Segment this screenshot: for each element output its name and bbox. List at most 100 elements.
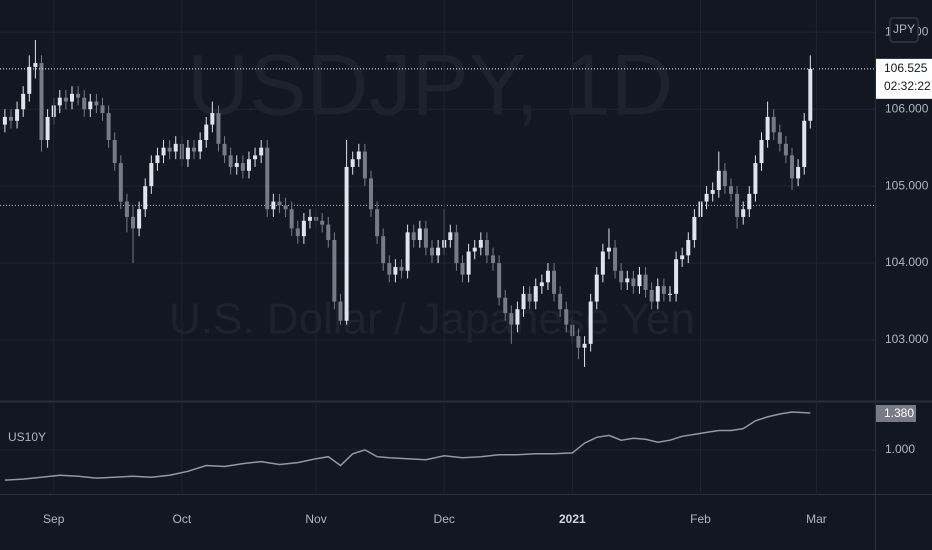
- candle-body: [57, 97, 62, 106]
- x-tick-label: 2021: [559, 512, 586, 526]
- candle-body: [588, 301, 593, 344]
- candle-body: [722, 170, 727, 187]
- candle-body: [283, 205, 288, 210]
- candle-body: [149, 163, 154, 187]
- candle-body: [301, 220, 306, 237]
- candle-body: [692, 216, 697, 240]
- candle-body: [661, 286, 666, 294]
- y-tick-label: 104.000: [885, 255, 929, 269]
- candle-body: [484, 240, 489, 256]
- candle-body: [161, 147, 166, 156]
- candle-body: [533, 286, 538, 302]
- candle-body: [545, 270, 550, 283]
- candle-body: [33, 63, 38, 67]
- candle-body: [100, 105, 105, 114]
- plot-layer: 103.000104.000105.000106.000107.0001.000…: [0, 0, 929, 526]
- candle-body: [143, 186, 148, 210]
- candle-body: [253, 155, 258, 160]
- candle-body: [783, 143, 788, 156]
- candle-body: [454, 232, 459, 264]
- candle-body: [552, 270, 557, 294]
- description-watermark: U.S. Dollar / Japanese Yen: [169, 295, 695, 344]
- last-value-tag: [876, 405, 916, 423]
- candle-body: [521, 293, 526, 310]
- last-value-label: 1.380: [884, 406, 914, 420]
- y-tick-label: 1.000: [885, 442, 915, 456]
- candle-body: [320, 220, 325, 225]
- candle-body: [45, 116, 50, 140]
- currency-button[interactable]: [889, 17, 919, 43]
- candle-body: [539, 282, 544, 287]
- us10y-line: [4, 411, 811, 481]
- candle-body: [2, 116, 7, 125]
- candle-body: [680, 255, 685, 260]
- candle-body: [21, 93, 26, 110]
- candle-body: [15, 109, 20, 121]
- candle-body: [295, 228, 300, 237]
- candle-body: [710, 190, 715, 194]
- x-tick-label: Nov: [305, 512, 326, 526]
- candle-body: [478, 240, 483, 248]
- candle-body: [667, 293, 672, 295]
- y-tick-label: 106.000: [885, 101, 929, 115]
- candle-body: [246, 159, 251, 171]
- candle-body: [765, 116, 770, 140]
- candle-body: [39, 63, 44, 141]
- candle-body: [417, 228, 422, 240]
- candle-body: [307, 216, 312, 221]
- candle-body: [606, 247, 611, 252]
- candle-body: [790, 155, 795, 179]
- candle-body: [802, 120, 807, 167]
- candle-body: [362, 151, 367, 179]
- candle-body: [88, 101, 93, 110]
- candle-body: [576, 336, 581, 348]
- candle-body: [216, 113, 221, 144]
- candle-body: [63, 97, 68, 102]
- currency-button-label[interactable]: JPY: [893, 22, 915, 36]
- candle-body: [558, 293, 563, 310]
- candle-body: [228, 155, 233, 167]
- symbol-watermark: USDJPY, 1D: [187, 38, 673, 134]
- candle-body: [204, 124, 209, 140]
- last-price-tag: [876, 58, 932, 99]
- candle-body: [753, 163, 758, 194]
- candle-body: [405, 232, 410, 271]
- candle-body: [655, 286, 660, 302]
- candle-body: [704, 193, 709, 202]
- candle-body: [613, 247, 618, 271]
- x-tick-label: Sep: [43, 512, 65, 526]
- candle-body: [289, 209, 294, 229]
- candle-body: [527, 293, 532, 302]
- candle-body: [399, 266, 404, 271]
- overlay-layer: 106.525 02:32:22 1.380: [876, 58, 932, 423]
- candle-body: [240, 163, 245, 171]
- candle-body: [393, 266, 398, 275]
- candle-body: [735, 193, 740, 217]
- candle-body: [259, 147, 264, 156]
- candle-body: [631, 278, 636, 287]
- candle-body: [198, 140, 203, 152]
- x-tick-label: Oct: [172, 512, 191, 526]
- candle-body: [192, 147, 197, 152]
- candle-body: [131, 216, 136, 229]
- candle-body: [637, 274, 642, 287]
- candle-body: [686, 240, 691, 256]
- y-tick-label: 105.000: [885, 178, 929, 192]
- candle-body: [759, 140, 764, 164]
- x-tick-label: Feb: [690, 512, 711, 526]
- candle-body: [423, 228, 428, 248]
- candle-body: [460, 263, 465, 275]
- candle-body: [271, 201, 276, 210]
- candle-body: [155, 155, 160, 164]
- x-tick-label: Mar: [806, 512, 827, 526]
- series-label: US10Y: [8, 430, 46, 444]
- candle-body: [387, 263, 392, 275]
- candle-body: [210, 113, 215, 125]
- candle-body: [94, 101, 99, 106]
- candle-body: [118, 163, 123, 202]
- candle-body: [497, 263, 502, 298]
- last-price-label: 106.525: [884, 61, 928, 75]
- candle-body: [747, 193, 752, 210]
